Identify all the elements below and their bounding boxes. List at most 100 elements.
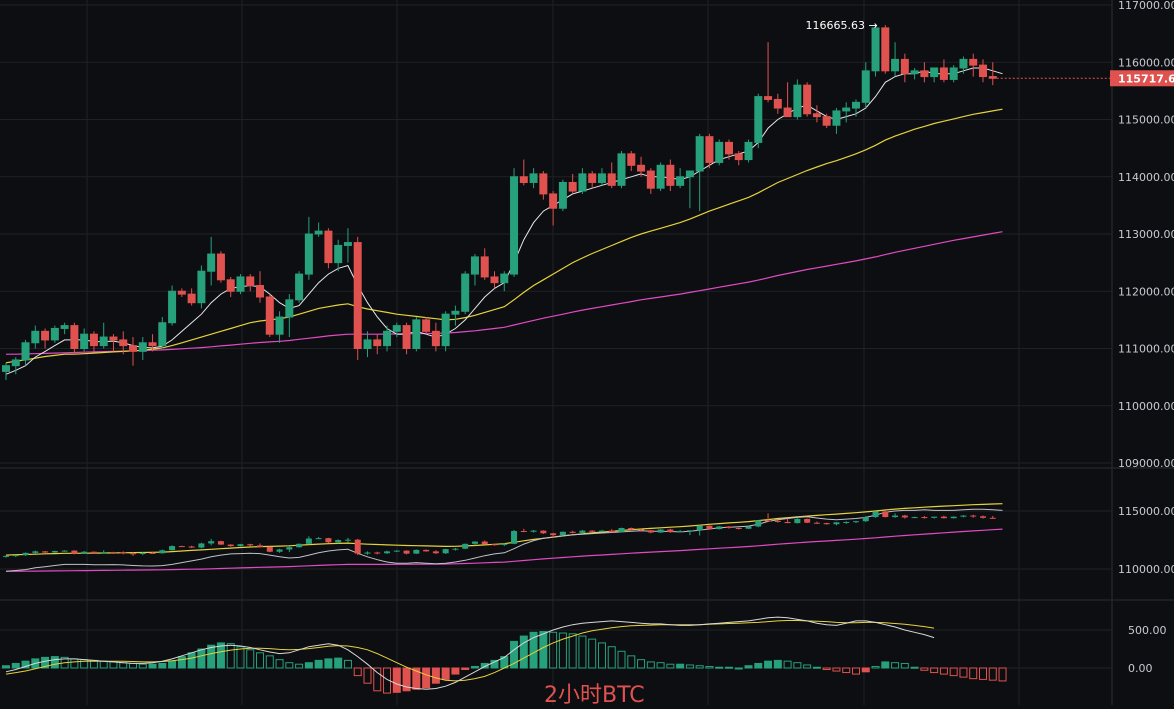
candle-body xyxy=(900,58,909,75)
candle-body xyxy=(822,116,831,126)
candle-body xyxy=(422,319,431,332)
macd-histogram-bar xyxy=(588,638,597,669)
overview-candle-body xyxy=(892,515,899,518)
overview-candle-body xyxy=(530,530,537,532)
overview-candle-body xyxy=(344,539,351,541)
macd-histogram-bar xyxy=(803,664,812,669)
price-tick-label: 115000.00 xyxy=(1118,114,1174,127)
overview-candle-body xyxy=(862,517,869,522)
macd-histogram-bar xyxy=(773,659,782,669)
price-axis[interactable]: 117000.00 116000.00 115000.00 114000.00 1130… xyxy=(1118,0,1174,675)
overview-candle-body xyxy=(247,544,254,546)
overview-candle-body xyxy=(677,531,684,533)
macd-dif-line xyxy=(5,616,935,690)
overview-candle-body xyxy=(784,521,791,524)
macd-histogram-bar xyxy=(959,667,968,678)
candle-body xyxy=(177,290,186,295)
price-tick-label: 112000.00 xyxy=(1118,285,1174,298)
macd-histogram-bar xyxy=(148,663,157,669)
macd-histogram-bar xyxy=(470,665,479,669)
candle-body xyxy=(148,342,157,347)
macd-panel[interactable] xyxy=(2,616,1007,694)
overview-candle-body xyxy=(471,541,478,544)
macd-histogram-bar xyxy=(539,631,548,669)
candle-body xyxy=(461,273,470,312)
macd-histogram-bar xyxy=(441,667,450,680)
candle-body xyxy=(519,176,528,183)
candle-body xyxy=(31,330,40,344)
macd-histogram-bar xyxy=(705,665,714,669)
overview-candle-body xyxy=(511,531,518,544)
candle-body xyxy=(988,76,997,79)
current-price-label: 115717.67 xyxy=(1118,72,1174,85)
candle-body xyxy=(744,141,753,161)
candle-body xyxy=(930,67,939,78)
macd-histogram-bar xyxy=(275,659,284,669)
overview-candle-body xyxy=(208,541,215,544)
candle-body xyxy=(510,176,519,275)
candle-body xyxy=(715,141,724,163)
overview-candle-body xyxy=(22,552,29,556)
overview-candle-body xyxy=(843,521,850,523)
candle-body xyxy=(783,107,792,118)
overview-candle-body xyxy=(960,515,967,517)
macd-histogram-bar xyxy=(451,667,460,675)
overview-candle-body xyxy=(667,529,674,533)
overview-candle-body xyxy=(71,550,78,554)
macd-histogram-bar xyxy=(900,662,909,669)
candle-body xyxy=(920,70,929,78)
candle-body xyxy=(871,27,880,72)
candle-body xyxy=(334,244,343,264)
overview-candle-body xyxy=(130,553,137,555)
candle-body xyxy=(314,230,323,235)
candle-body xyxy=(588,173,597,183)
candle-body xyxy=(70,325,79,350)
candle-body xyxy=(724,141,733,155)
overview-candle-body xyxy=(325,538,332,543)
overview-candle-body xyxy=(100,552,107,554)
overview-candle-body xyxy=(745,526,752,529)
overview-candle-body xyxy=(608,530,615,533)
macd-histogram-bar xyxy=(304,662,313,669)
ma-mid-line xyxy=(5,108,1003,364)
macd-histogram-bar xyxy=(480,662,489,669)
macd-histogram-bar xyxy=(343,659,352,669)
macd-histogram-bar xyxy=(236,646,245,669)
overview-candle-body xyxy=(921,517,928,519)
macd-histogram-bar xyxy=(715,666,724,669)
overview-candle-body xyxy=(980,516,986,518)
overview-candle-body xyxy=(970,515,977,517)
overview-candle-body xyxy=(716,526,723,530)
overview-candle-body xyxy=(813,522,820,524)
overview-candle-body xyxy=(579,530,586,533)
overview-panel[interactable] xyxy=(3,503,1003,572)
candle-body xyxy=(275,316,284,335)
candle-body xyxy=(773,98,782,109)
overview-candle-body xyxy=(354,539,361,554)
macd-histogram-bar xyxy=(734,667,743,670)
macd-histogram-bar xyxy=(676,663,685,669)
candle-body xyxy=(793,84,802,118)
macd-histogram-bar xyxy=(842,667,851,674)
main-price-panel[interactable] xyxy=(2,25,1003,380)
macd-histogram-bar xyxy=(402,667,411,692)
candle-body xyxy=(764,96,773,100)
price-tick-label: 117000.00 xyxy=(1118,0,1174,12)
overview-candle-body xyxy=(725,526,732,528)
overview-candle-body xyxy=(520,531,527,533)
macd-histogram-bar xyxy=(177,656,186,669)
overview-candle-body xyxy=(647,530,654,533)
macd-histogram-bar xyxy=(666,663,675,669)
overview-candle-body xyxy=(940,516,947,519)
candle-body xyxy=(187,293,196,304)
candle-body xyxy=(109,336,118,341)
overview-candle-body xyxy=(735,527,742,529)
candle-body xyxy=(939,67,948,80)
overview-candle-body xyxy=(364,552,371,554)
overview-candle-body xyxy=(384,551,391,554)
overview-candle-body xyxy=(569,531,576,533)
macd-histogram-bar xyxy=(314,659,323,669)
overview-candle-body xyxy=(823,523,830,525)
